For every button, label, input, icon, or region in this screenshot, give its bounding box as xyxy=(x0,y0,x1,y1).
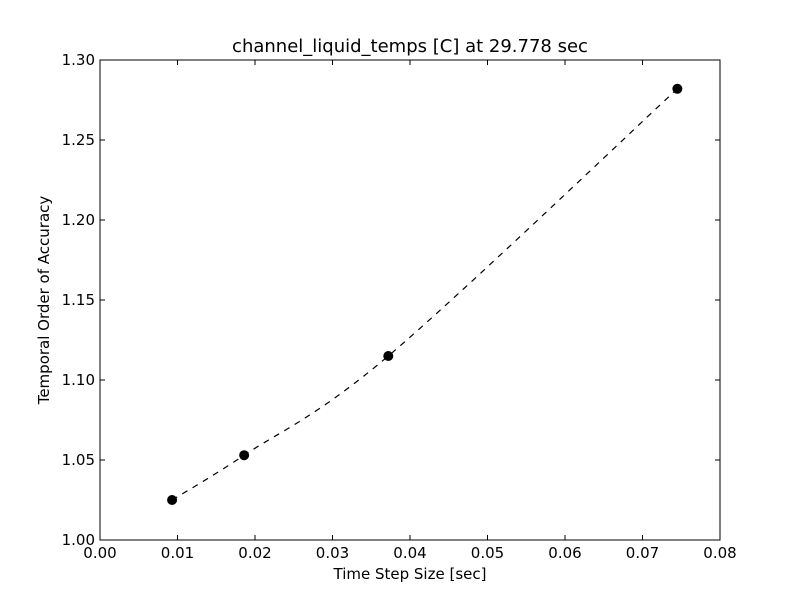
y-tick-label: 1.05 xyxy=(62,451,95,469)
y-tick-label: 1.30 xyxy=(62,51,95,69)
x-tick-label: 0.04 xyxy=(393,544,426,562)
data-point xyxy=(167,495,178,505)
y-axis-label: Temporal Order of Accuracy xyxy=(35,196,53,406)
x-tick-label: 0.07 xyxy=(626,544,659,562)
chart-title: channel_liquid_temps [C] at 29.778 sec xyxy=(232,36,588,57)
y-tick-label: 1.25 xyxy=(62,131,95,149)
data-point xyxy=(672,83,683,94)
x-tick-label: 0.05 xyxy=(471,544,504,562)
data-point xyxy=(239,450,250,461)
plot-frame xyxy=(99,59,721,541)
y-tick-label: 1.20 xyxy=(62,211,95,229)
plot-area: 0.00 0.01 0.02 0.03 0.04 0.05 0.06 0.07 0.08 1.00… xyxy=(62,51,737,562)
y-tick-label: 1.00 xyxy=(62,531,95,549)
x-tick-label: 0.01 xyxy=(161,544,194,562)
x-tick-label: 0.06 xyxy=(548,544,581,562)
x-axis-label: Time Step Size [sec] xyxy=(333,565,487,583)
x-tick-label: 0.00 xyxy=(83,544,116,562)
x-tick-label: 0.08 xyxy=(703,544,736,562)
x-tick-label: 0.03 xyxy=(316,544,349,562)
x-tick-label: 0.02 xyxy=(238,544,271,562)
y-tick-label: 1.15 xyxy=(62,291,95,309)
y-tick-label: 1.10 xyxy=(62,371,95,389)
data-point xyxy=(383,351,394,361)
series-line xyxy=(171,88,678,501)
